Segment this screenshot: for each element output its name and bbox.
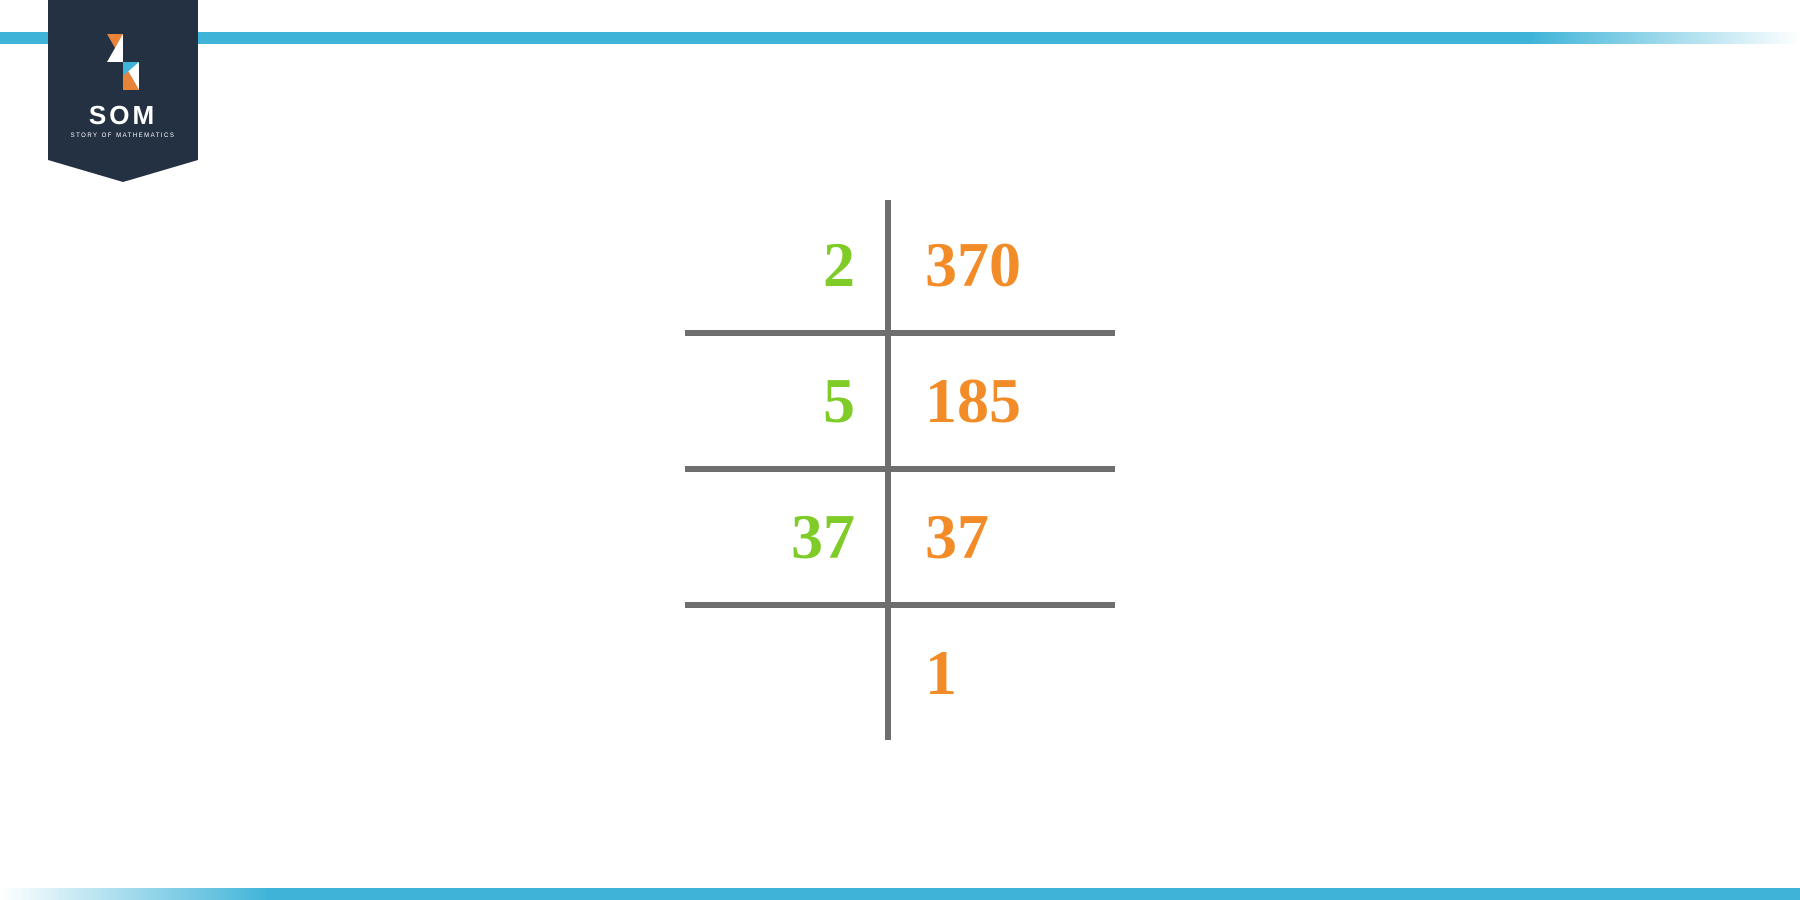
divisor-cell: 2: [685, 228, 885, 302]
table-row: 2 370: [685, 200, 1115, 330]
quotient-cell: 1: [885, 636, 1115, 710]
quotient-cell: 37: [885, 500, 1115, 574]
logo-title: SOM: [89, 100, 157, 131]
prime-factorization-table: 2 370 5 185 37 37 1: [685, 200, 1115, 738]
logo-subtitle: STORY OF MATHEMATICS: [71, 133, 176, 139]
top-accent-bar: [0, 32, 1800, 44]
table-row: 5 185: [685, 336, 1115, 466]
quotient-cell: 185: [885, 364, 1115, 438]
table-row: 1: [685, 608, 1115, 738]
logo-icon: [95, 34, 151, 90]
quotient-cell: 370: [885, 228, 1115, 302]
vertical-rule: [885, 200, 891, 740]
divisor-cell: 37: [685, 500, 885, 574]
divisor-cell: 5: [685, 364, 885, 438]
table-row: 37 37: [685, 472, 1115, 602]
bottom-accent-bar: [0, 888, 1800, 900]
logo-badge: SOM STORY OF MATHEMATICS: [48, 0, 198, 160]
